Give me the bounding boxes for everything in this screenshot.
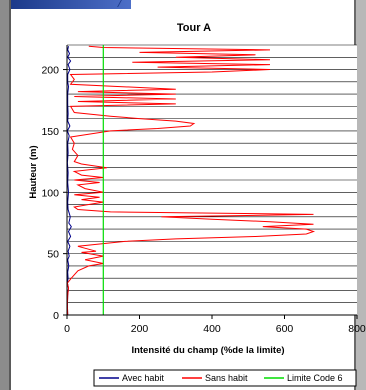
left-border-edge (9, 0, 11, 390)
chart-title: Tour A (177, 22, 211, 34)
top-banner-mark: / (118, 0, 122, 11)
y-tick-label: 0 (53, 310, 59, 322)
y-tick-label: 100 (41, 187, 59, 199)
legend-label: Sans habit (205, 373, 248, 383)
y-axis-label: Hauteur (m) (28, 145, 39, 198)
x-tick-label: 600 (276, 323, 294, 335)
x-tick-label: 400 (203, 323, 221, 335)
right-border (356, 0, 366, 390)
x-ticks: 0 200 400 600 800 (64, 315, 366, 335)
x-axis-label: Intensité du champ (%de la limite) (131, 345, 284, 356)
y-tick-label: 200 (41, 65, 59, 77)
left-border (0, 0, 9, 390)
legend: Avec habit Sans habit Limite Code 6 (93, 369, 357, 387)
y-ticks: 0 50 100 150 200 (41, 65, 67, 322)
x-tick-label: 200 (131, 323, 149, 335)
top-banner-strip (11, 0, 131, 9)
y-tick-label: 50 (47, 249, 59, 261)
legend-box (93, 369, 357, 387)
series-line-1 (66, 46, 72, 316)
x-tick-label: 0 (64, 323, 70, 335)
series-layer (66, 45, 316, 316)
legend-label: Avec habit (122, 373, 164, 383)
y-tick-label: 150 (41, 126, 59, 138)
series-line-2 (66, 45, 316, 316)
gridlines (67, 44, 357, 304)
legend-label: Limite Code 6 (287, 373, 343, 383)
x-tick-label: 800 (348, 323, 366, 335)
